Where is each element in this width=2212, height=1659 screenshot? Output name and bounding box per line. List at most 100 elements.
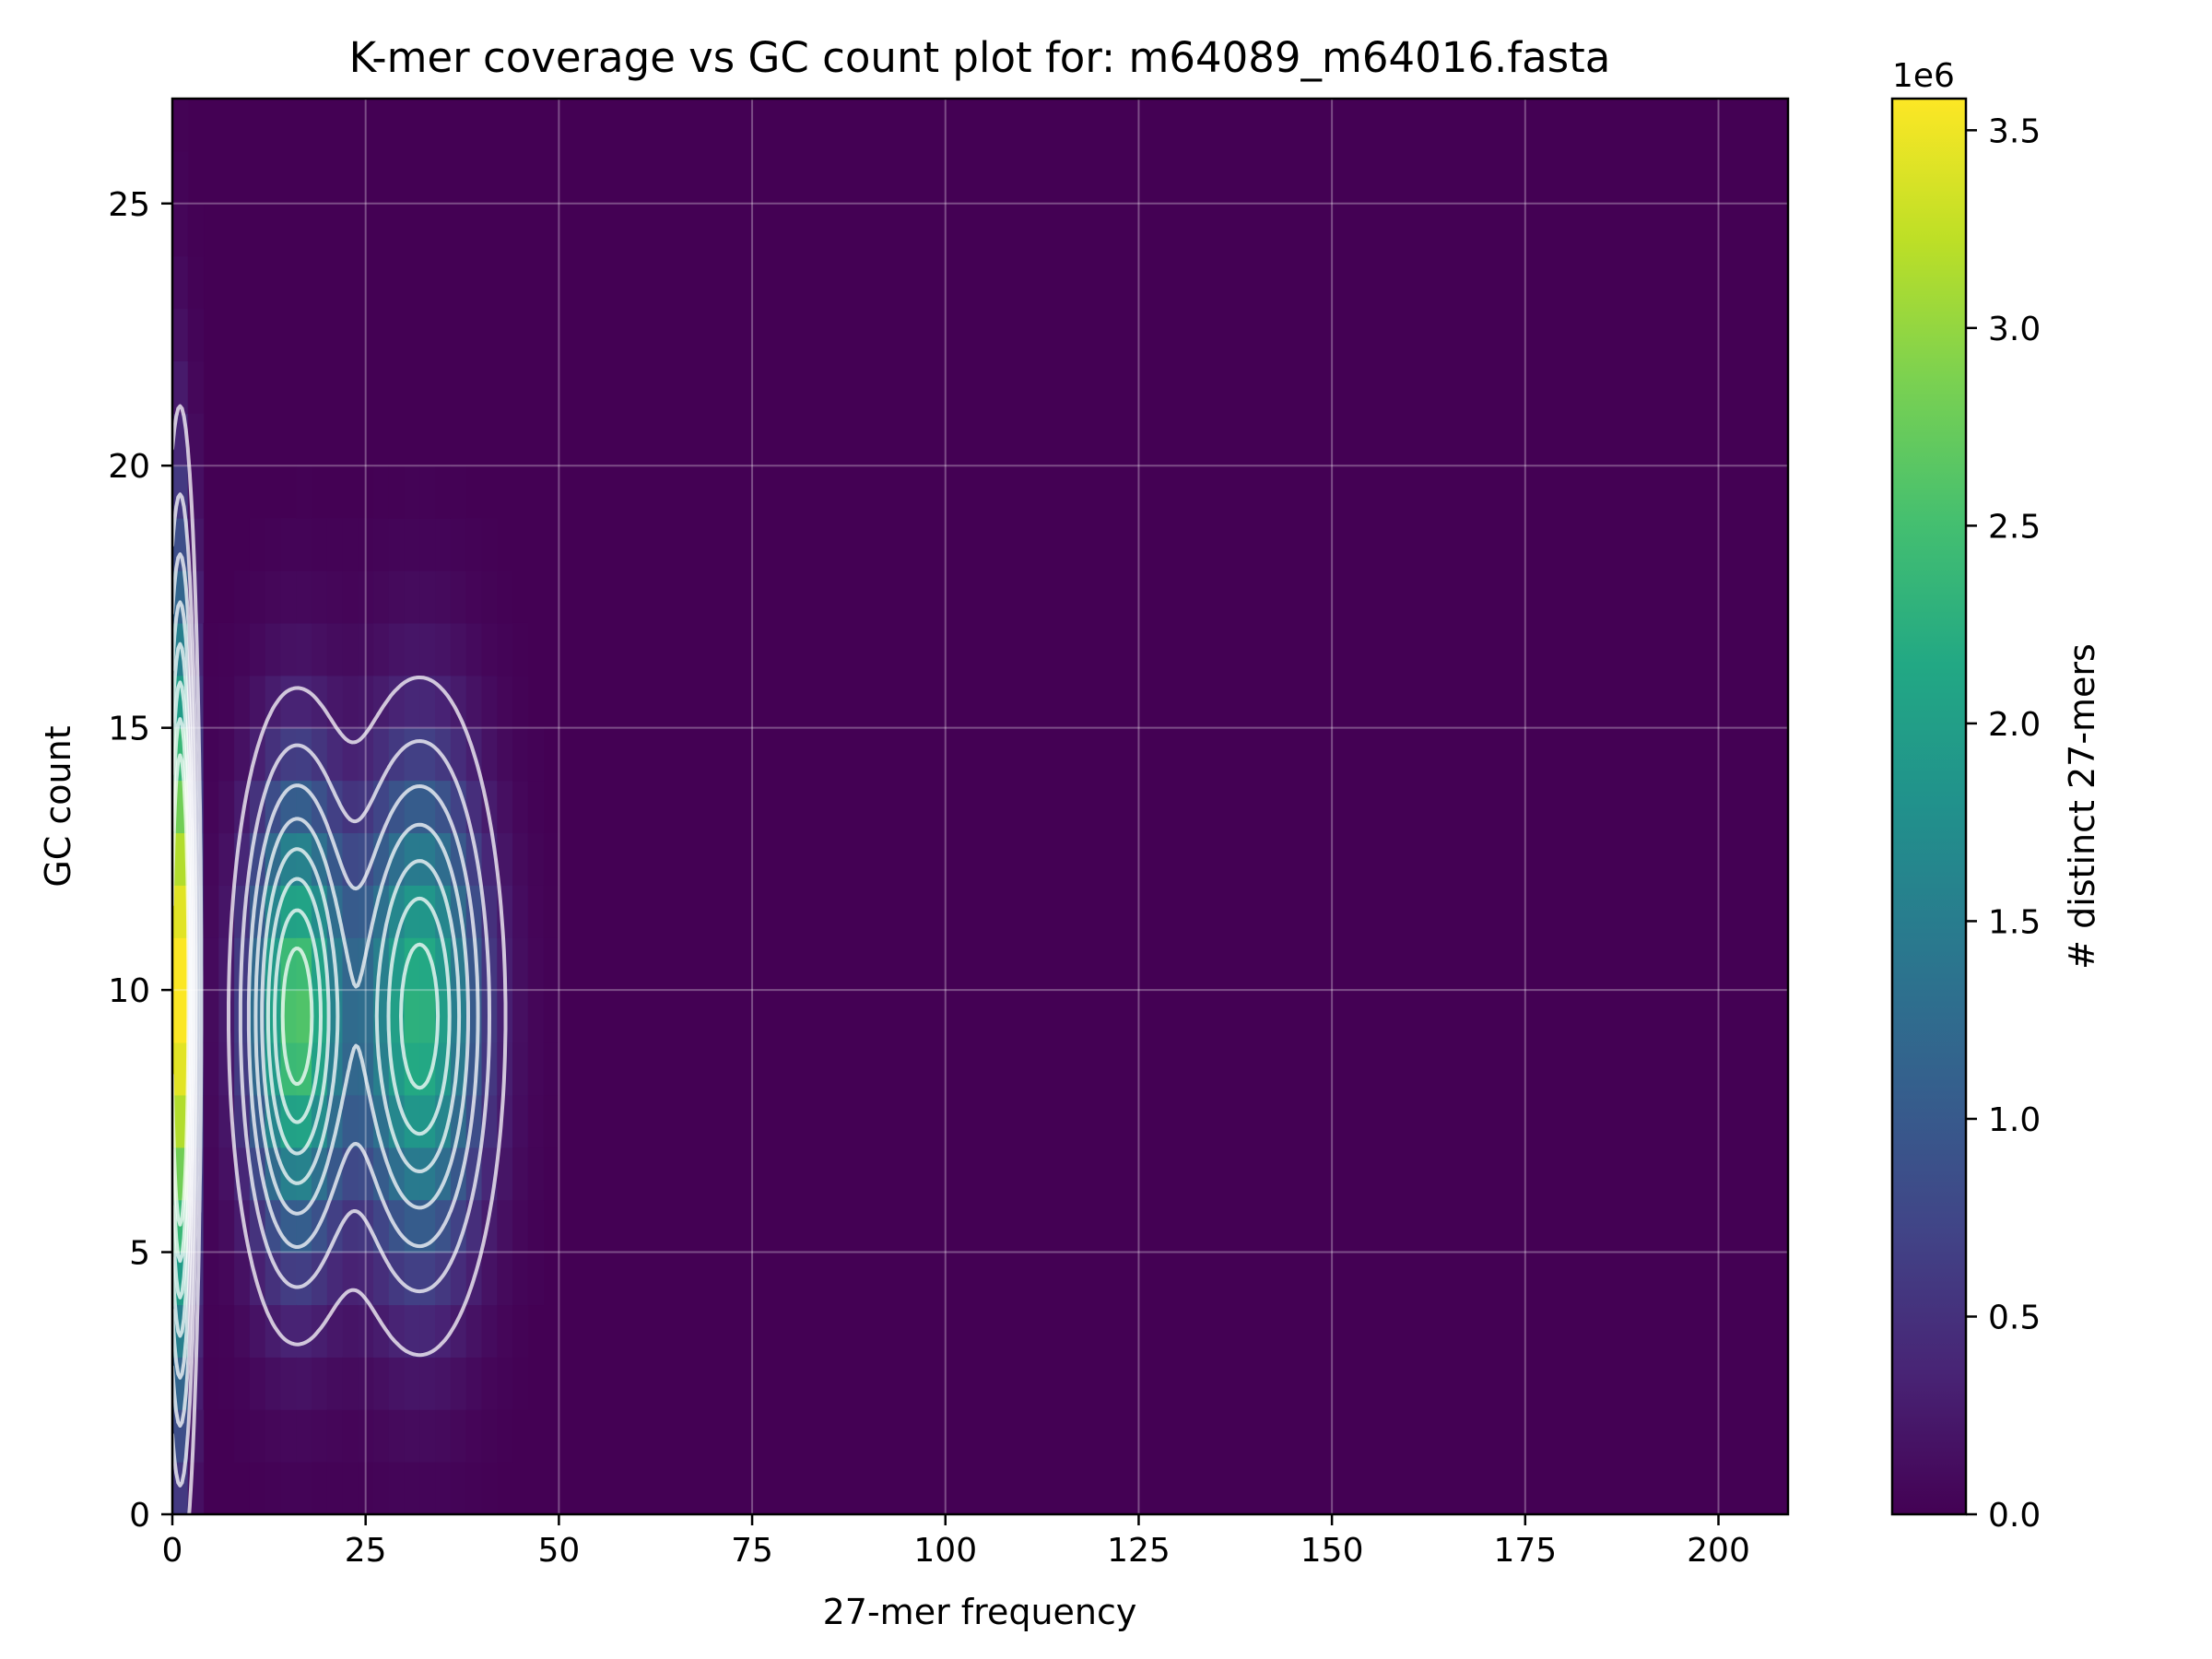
heatmap-cell [218, 727, 235, 782]
x-tick-label: 50 [537, 1532, 580, 1570]
heatmap-cell [404, 1147, 421, 1201]
heatmap-cell [373, 1462, 390, 1514]
colorbar-tick-label: 3.0 [1988, 311, 2041, 348]
x-tick-label: 200 [1687, 1532, 1750, 1570]
heatmap-cell [311, 571, 328, 624]
heatmap-cell [342, 1304, 359, 1358]
heatmap-cell [203, 885, 219, 938]
heatmap-cell [481, 727, 498, 782]
heatmap-cell [419, 1462, 436, 1514]
heatmap-cell [358, 518, 374, 571]
heatmap-cell [358, 1357, 374, 1410]
heatmap-cell [326, 832, 344, 886]
heatmap-cell [527, 780, 545, 834]
heatmap-cell [326, 1462, 344, 1514]
heatmap-cell [404, 937, 421, 991]
heatmap-cell [527, 990, 545, 1043]
heatmap-cell [280, 1357, 297, 1410]
heatmap-cell [465, 571, 483, 624]
heatmap-cell [296, 832, 312, 886]
heatmap-cell [450, 465, 467, 519]
heatmap-cell [265, 1199, 282, 1253]
heatmap-cell [296, 465, 312, 519]
contour-line [172, 492, 491, 1488]
heatmap-cell [296, 990, 312, 1043]
heatmap-cell [404, 1199, 421, 1253]
heatmap-cell [435, 1462, 452, 1514]
heatmap-cell [249, 1462, 266, 1514]
heatmap-cell [465, 675, 483, 729]
heatmap-cell [543, 1042, 559, 1096]
heatmap-cell [172, 990, 189, 1043]
heatmap-cell [481, 1304, 498, 1358]
heatmap-cell [373, 1409, 390, 1463]
heatmap-cell [203, 1199, 219, 1253]
heatmap-cell [249, 1357, 266, 1410]
heatmap-cell [265, 780, 282, 834]
heatmap-cell [373, 727, 390, 782]
heatmap-cell [497, 832, 513, 886]
heatmap-cell [172, 1042, 189, 1096]
heatmap-cell [419, 727, 436, 782]
heatmap-cell [527, 937, 545, 991]
heatmap-cell [404, 571, 421, 624]
heatmap-cell [419, 1304, 436, 1358]
heatmap-cell [404, 1409, 421, 1463]
heatmap-cell [450, 1252, 467, 1306]
heatmap-cell [450, 1304, 467, 1358]
heatmap-cell [497, 780, 513, 834]
heatmap-cell [280, 518, 297, 571]
heatmap-cell [358, 1252, 374, 1306]
heatmap-cell [435, 465, 452, 519]
heatmap-cell [388, 1304, 406, 1358]
heatmap-cell [280, 571, 297, 624]
heatmap-cell [187, 360, 205, 414]
heatmap-cell [543, 990, 559, 1043]
x-tick-label: 75 [731, 1532, 773, 1570]
plot-area [171, 97, 1790, 1516]
heatmap-cell [388, 1462, 406, 1514]
heatmap-cell [465, 518, 483, 571]
heatmap-cell [311, 1357, 328, 1410]
heatmap-cell [358, 832, 374, 886]
heatmap-cell [342, 518, 359, 571]
heatmap-cell [497, 622, 513, 677]
heatmap-cell [172, 937, 189, 991]
colorbar: 0.0 0.5 1.0 1.5 2.0 2.5 3.0 3.5 [1890, 97, 2041, 1535]
heatmap-cell [218, 1147, 235, 1201]
heatmap-cell [296, 1357, 312, 1410]
heatmap-cell [543, 937, 559, 991]
x-tick-label: 25 [345, 1532, 387, 1570]
heatmap-cell [265, 518, 282, 571]
x-axis-label: 27-mer frequency [823, 1592, 1137, 1632]
heatmap-cell [172, 99, 189, 152]
heatmap-cell [512, 1357, 529, 1410]
heatmap-cell [435, 1252, 452, 1306]
colorbar-gradient [1890, 97, 1968, 1516]
heatmap-cell [497, 1199, 513, 1253]
heatmap-cell [311, 1462, 328, 1514]
heatmap-cell [527, 727, 545, 782]
heatmap-cell [342, 622, 359, 677]
heatmap-cell [280, 1252, 297, 1306]
heatmap-cell [435, 622, 452, 677]
heatmap-cell [218, 1304, 235, 1358]
heatmap-cell [218, 937, 235, 991]
heatmap-cell [203, 727, 219, 782]
heatmap-cell [435, 832, 452, 886]
heatmap-cell [465, 622, 483, 677]
x-tick-label: 150 [1300, 1532, 1364, 1570]
heatmap-cell [234, 622, 251, 677]
heatmap-cell [543, 1094, 559, 1148]
heatmap-cell [326, 1252, 344, 1306]
y-tick-label: 20 [108, 448, 150, 486]
heatmap-cell [187, 203, 205, 257]
heatmap-cell [172, 885, 189, 938]
heatmap-cell [527, 1199, 545, 1253]
heatmap-cell [450, 727, 467, 782]
heatmap-cell [465, 1409, 483, 1463]
heatmap-cell [280, 1147, 297, 1201]
heatmap-cell [497, 727, 513, 782]
heatmap-cell [234, 1357, 251, 1410]
plot-frame [171, 97, 1790, 1516]
